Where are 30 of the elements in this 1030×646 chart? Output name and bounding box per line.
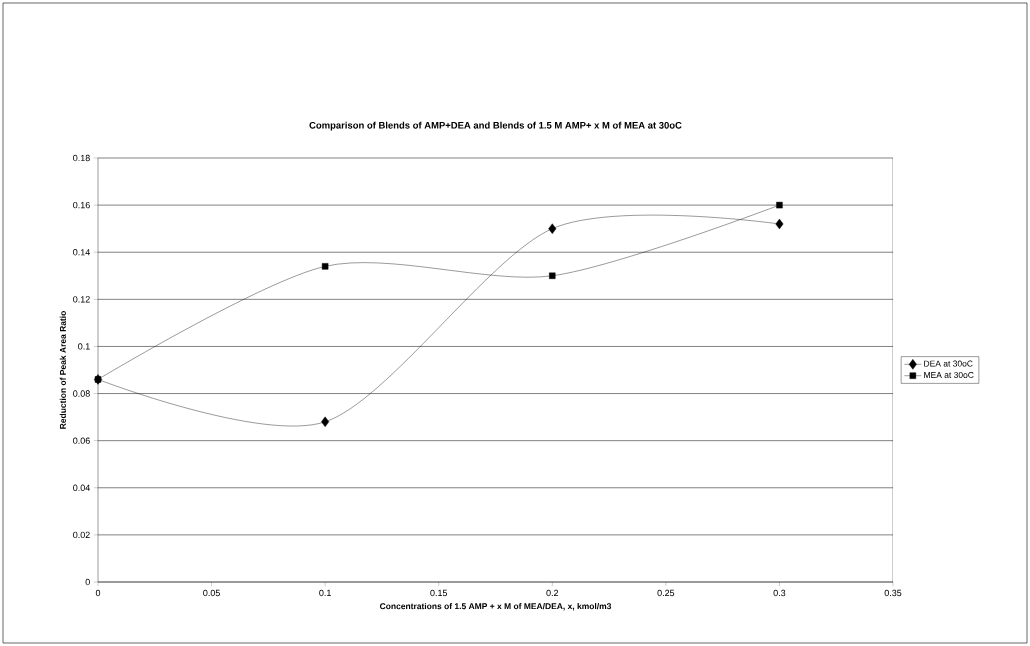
point	[94, 376, 102, 383]
x-tick-label: 0.05	[203, 589, 220, 597]
chart-title: Comparison of Blends of AMP+DEA and Blends of 1.5 M AMP+ x M of MEA at 30oC	[309, 121, 682, 131]
point	[776, 201, 783, 209]
y-tick-label: 0.16	[73, 201, 90, 209]
y-tick-label: 0.12	[73, 296, 90, 303]
x-tick-label: 0	[95, 589, 101, 597]
x-axis-title: Concentrations of 1.5 AMP + x M of MEA/DEA, x, kmol/m3	[379, 602, 612, 611]
point	[548, 223, 557, 234]
x-tick-label: 0.35	[884, 589, 902, 597]
x-tick-label: 0.15	[430, 589, 448, 597]
point	[321, 416, 330, 428]
legend-label: DEA at 30oC	[924, 360, 973, 367]
y-axis-title: Reduction of Peak Area Ratio	[59, 311, 66, 429]
y-tick-label: 0.04	[73, 484, 90, 491]
y-tick-label: 0.18	[73, 154, 90, 162]
x-tick-label: 0.2	[546, 589, 559, 597]
x-tick-label: 0.1	[319, 589, 331, 597]
x-tick-label: 0.3	[773, 589, 786, 597]
y-tick-label: 0.1	[78, 343, 90, 350]
y-tick-label: 0	[85, 578, 90, 586]
point	[775, 218, 784, 230]
y-tick-label: 0.08	[73, 390, 90, 397]
y-tick-label: 0.14	[73, 249, 90, 256]
y-tick-label: 0.06	[73, 437, 90, 444]
x-tick-label: 0.25	[657, 589, 675, 597]
point	[549, 272, 556, 279]
legend-label: MEA at 30oC	[924, 372, 974, 378]
point	[321, 263, 329, 270]
y-tick-label: 0.02	[73, 531, 90, 539]
